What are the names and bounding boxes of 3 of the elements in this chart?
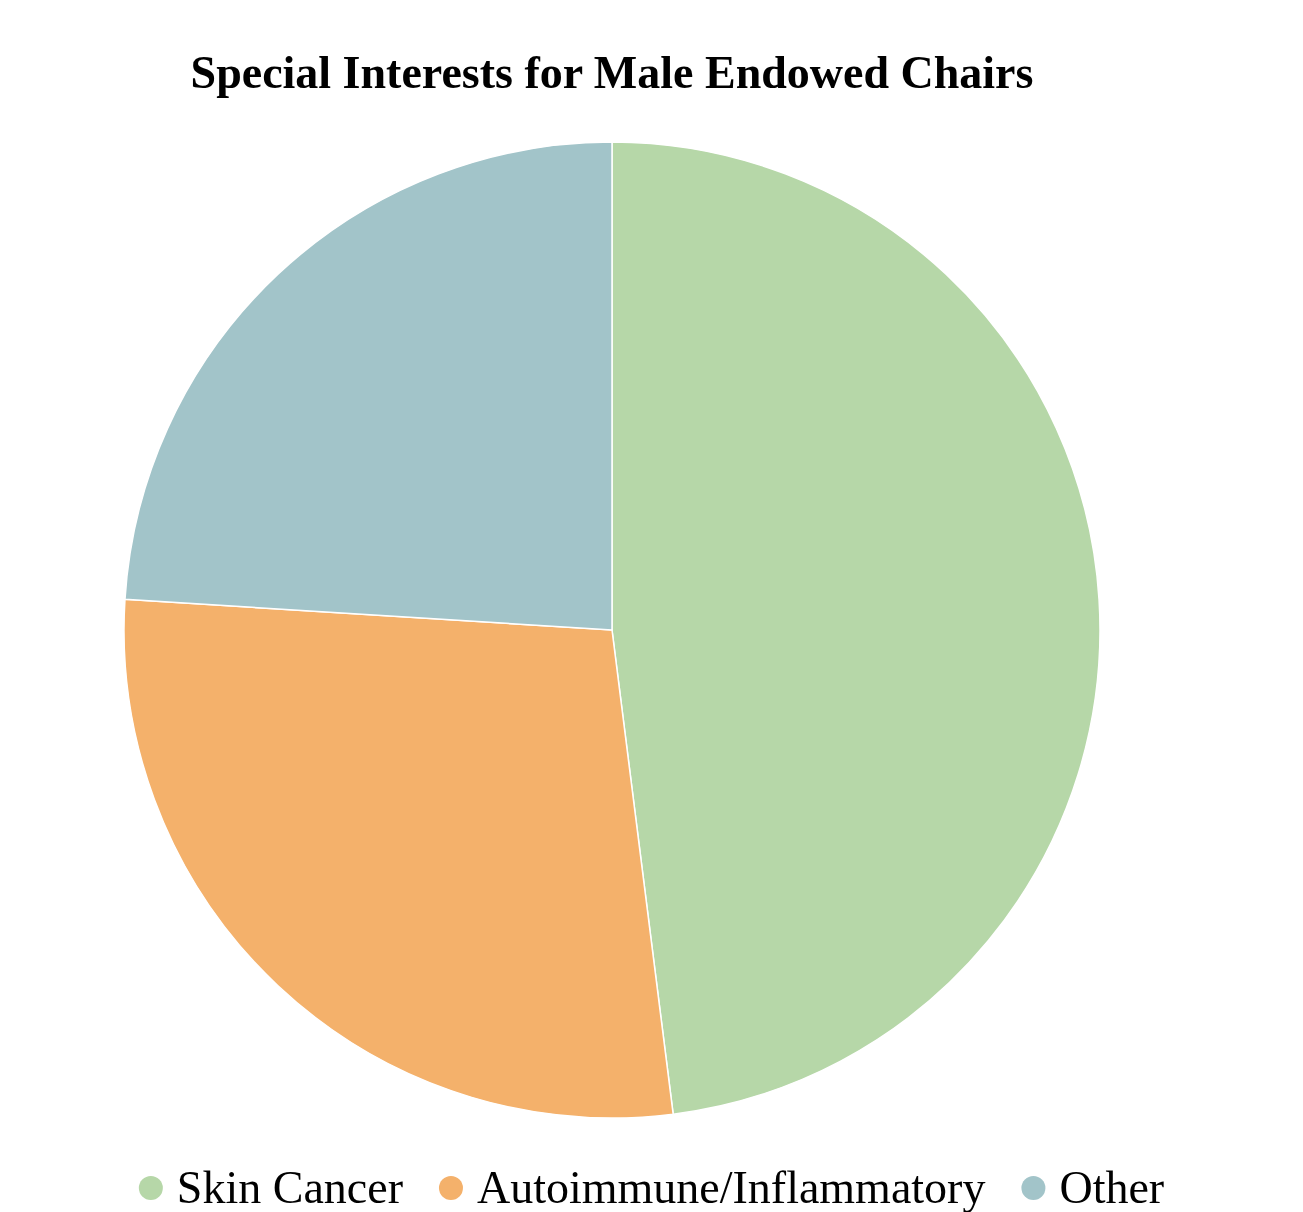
legend-label: Skin Cancer	[176, 1162, 403, 1212]
chart-title: Special Interests for Male Endowed Chairs	[190, 47, 1034, 98]
legend-label: Other	[1059, 1162, 1165, 1212]
